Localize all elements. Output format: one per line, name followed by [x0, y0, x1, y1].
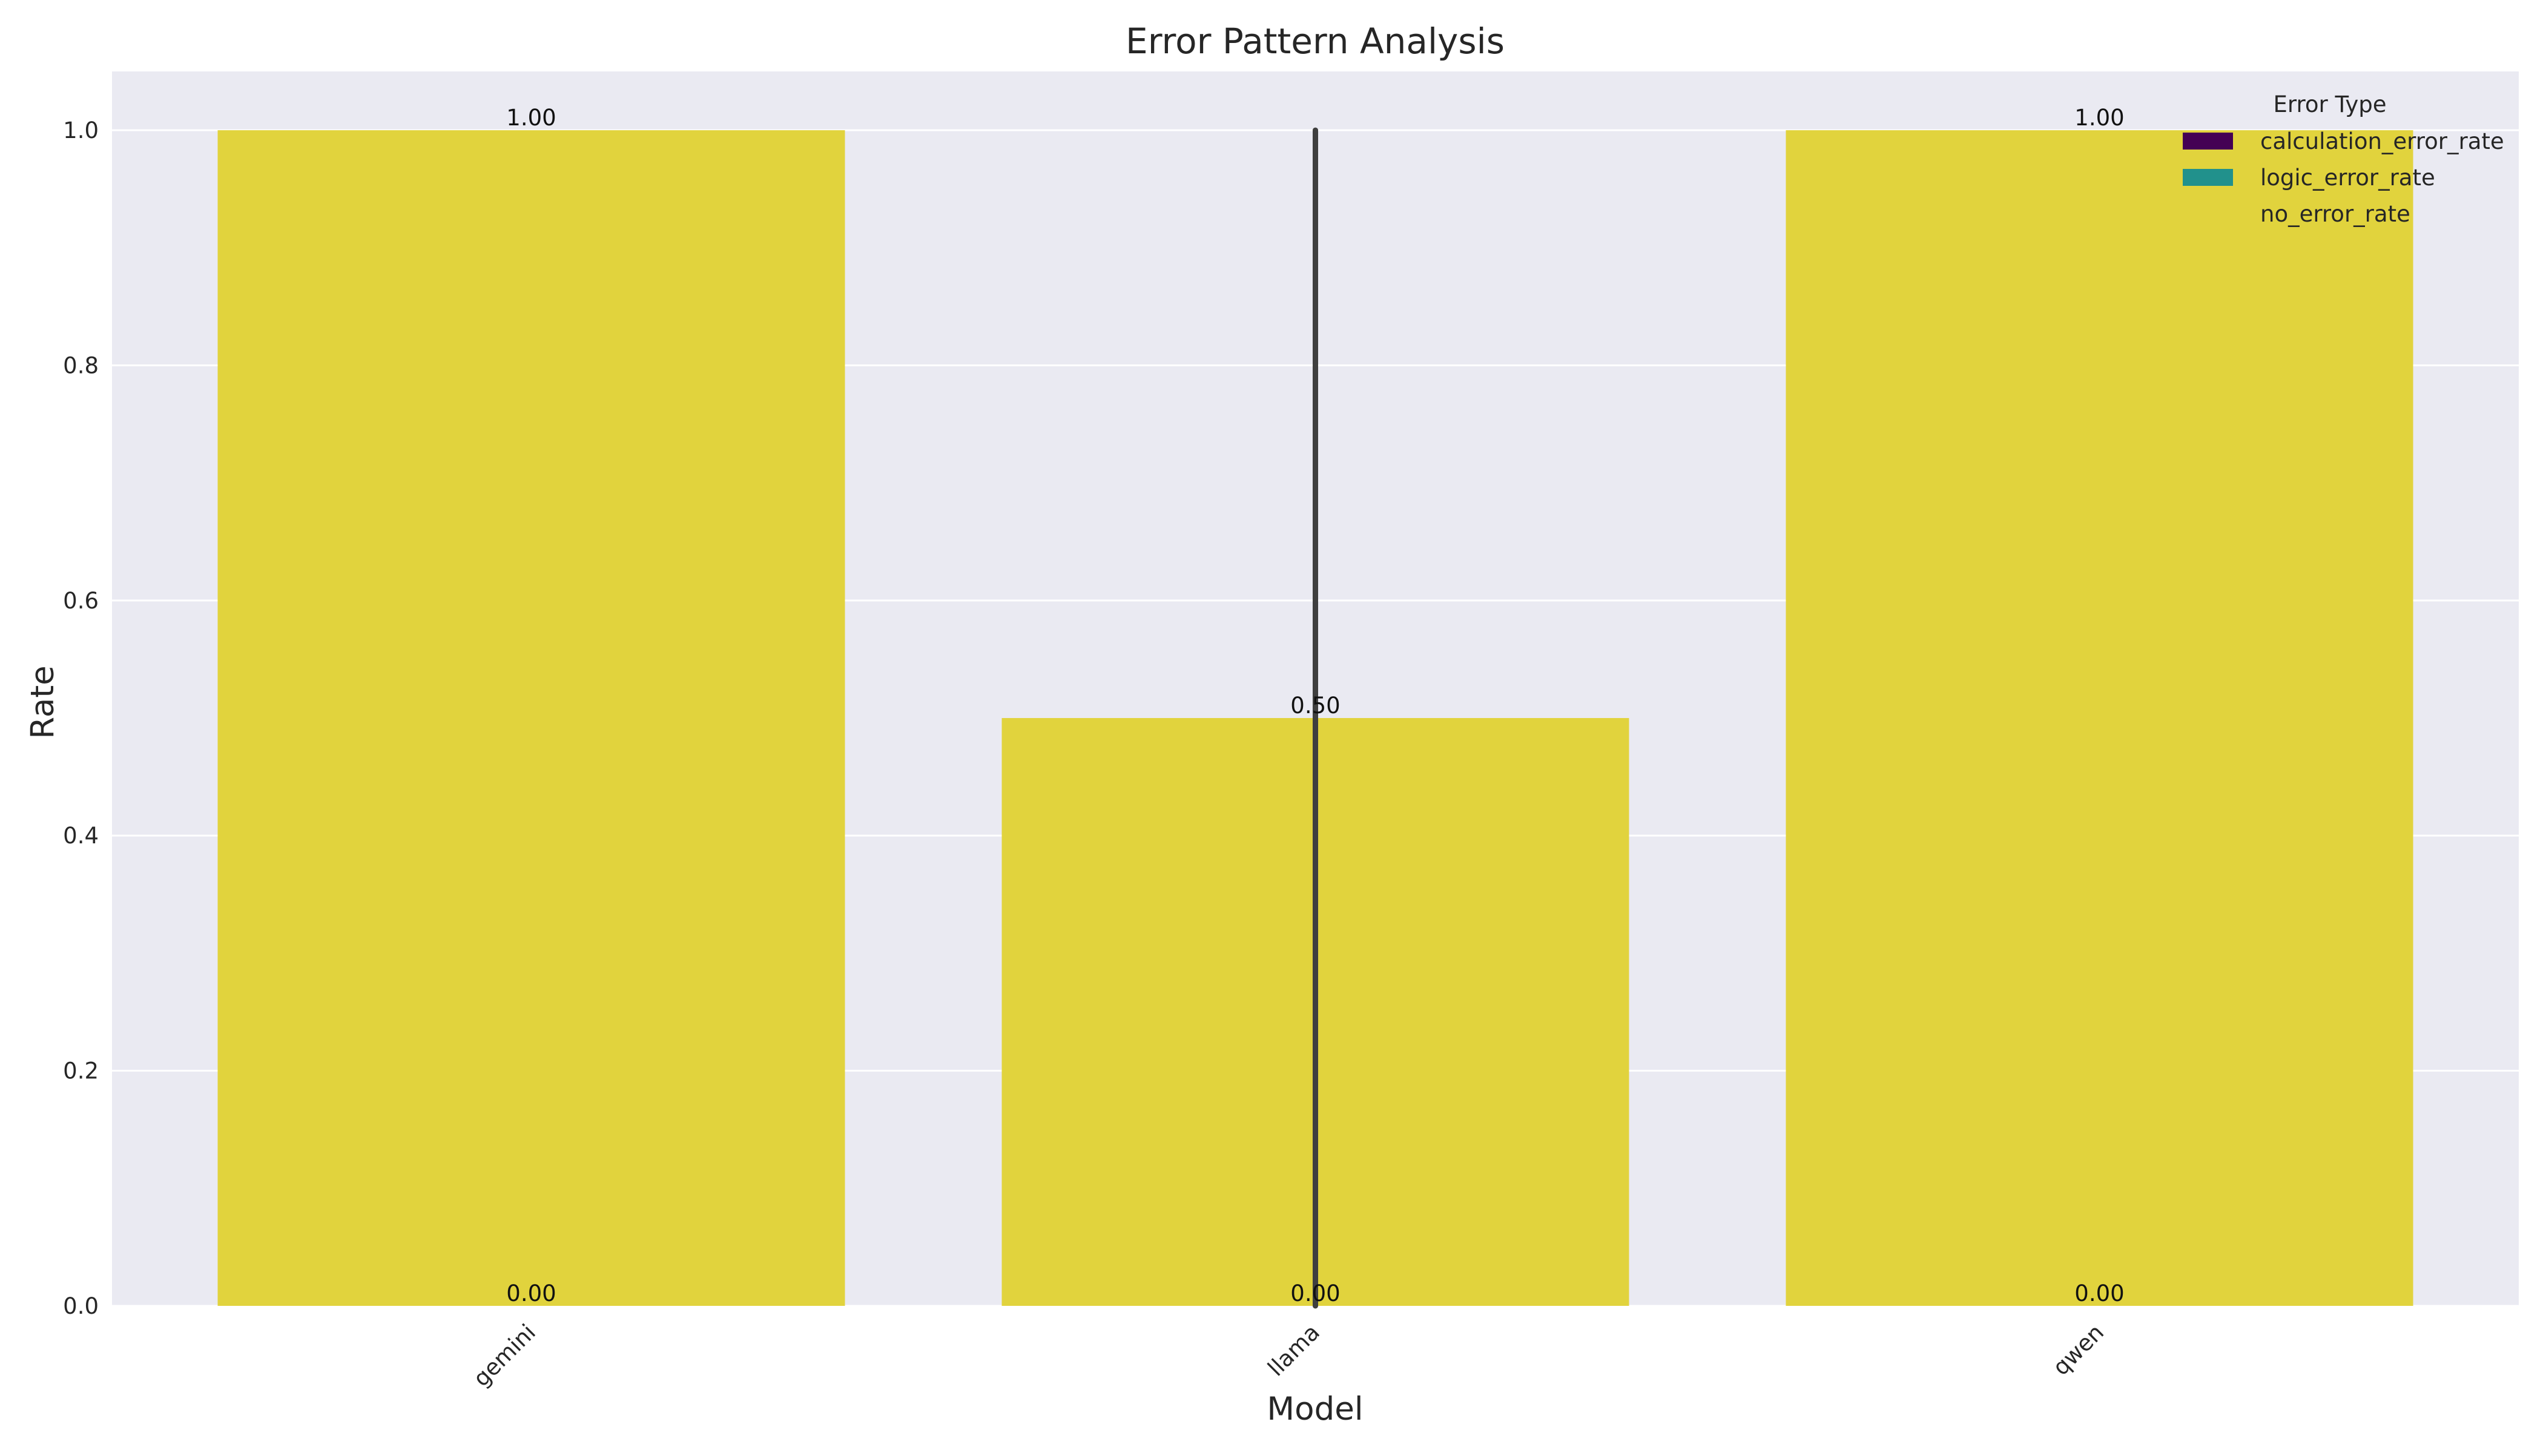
data-label: 0.00 — [1290, 1280, 1340, 1306]
legend-label: logic_error_rate — [2260, 165, 2435, 191]
y-axis-label: Rate — [24, 665, 61, 739]
x-tick-label: llama — [1263, 1319, 1325, 1381]
bar-no-error-rate-gemini — [217, 130, 845, 1306]
data-label: 0.50 — [1290, 693, 1340, 719]
legend-title: Error Type — [2274, 91, 2387, 117]
x-tick-label: qwen — [2048, 1319, 2109, 1380]
legend-label: no_error_rate — [2260, 201, 2410, 227]
legend-swatch-calculation-error-rate — [2183, 133, 2233, 150]
y-tick-label: 0.2 — [63, 1058, 99, 1084]
data-label: 1.00 — [506, 105, 556, 131]
y-tick-label: 0.4 — [63, 823, 99, 849]
y-tick-label: 0.0 — [63, 1293, 99, 1319]
y-tick-label: 1.0 — [63, 117, 99, 143]
data-label: 0.00 — [2074, 1280, 2124, 1306]
bar-no-error-rate-qwen — [1786, 130, 2413, 1306]
legend: Error Type calculation_error_rate logic_er… — [2183, 91, 2504, 227]
x-tick-label: gemini — [468, 1319, 541, 1392]
legend-label: calculation_error_rate — [2260, 128, 2504, 154]
chart-title: Error Pattern Analysis — [1126, 21, 1505, 62]
data-label: 1.00 — [2074, 105, 2124, 131]
x-axis-label: Model — [1267, 1391, 1363, 1428]
y-tick-label: 0.8 — [63, 352, 99, 378]
data-label: 0.00 — [506, 1280, 556, 1306]
legend-swatch-logic-error-rate — [2183, 169, 2233, 186]
y-tick-label: 0.6 — [63, 588, 99, 614]
